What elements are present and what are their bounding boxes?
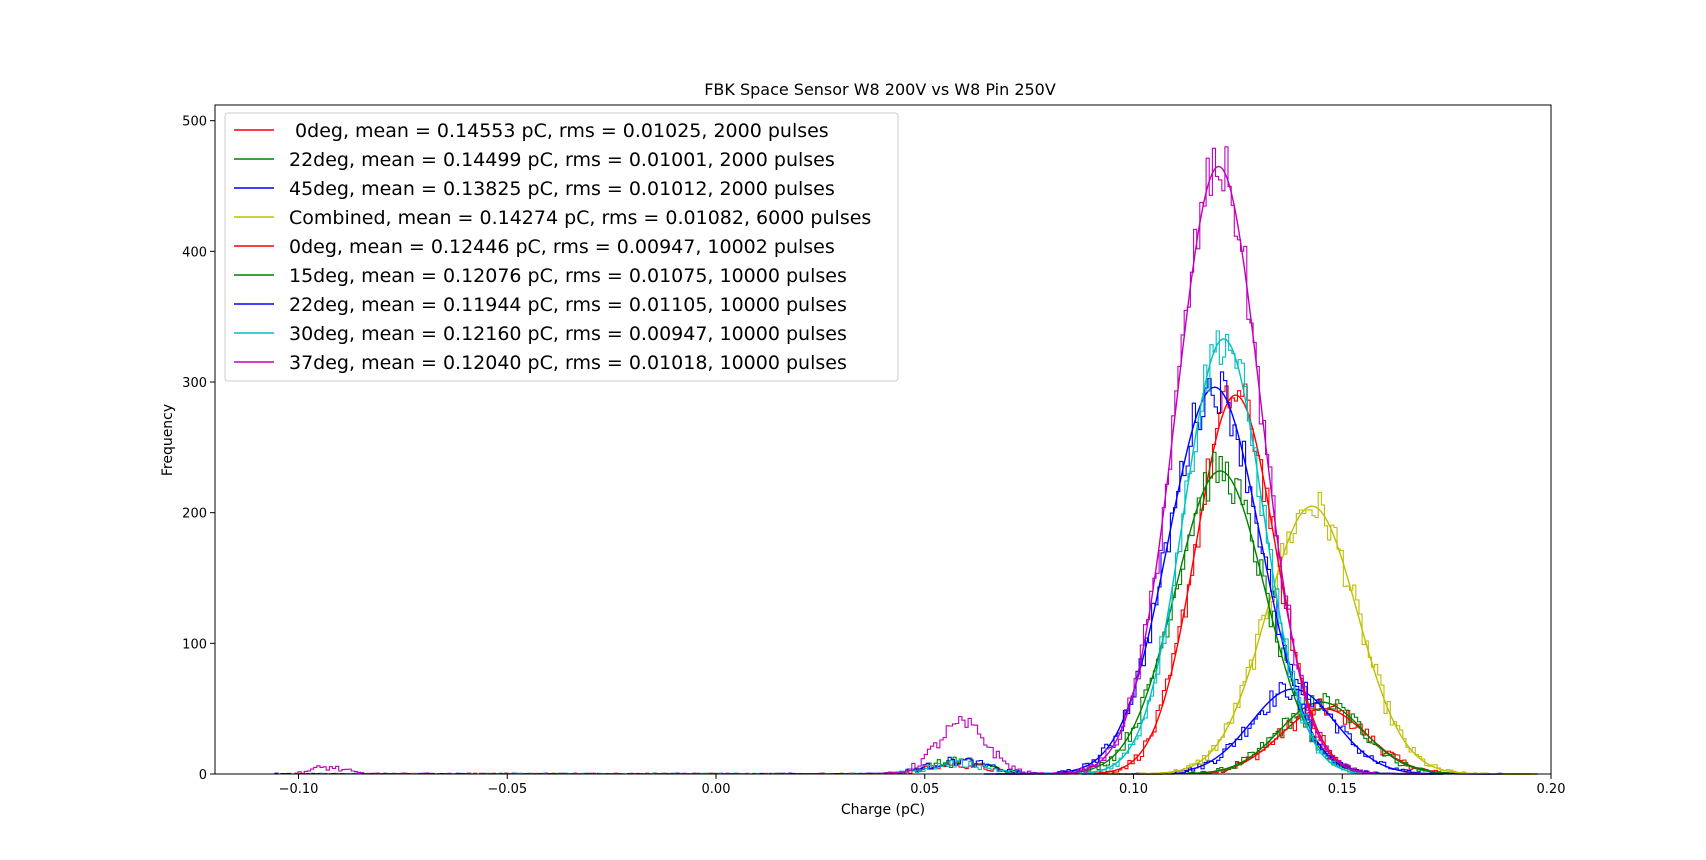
fit-curve-8 (1006, 165, 1430, 775)
plot-frame (214, 104, 1552, 775)
histogram-3 (995, 491, 1510, 775)
legend-entry-1: 22deg, mean = 0.14499 pC, rms = 0.01001,… (234, 149, 835, 171)
x-tick-label: −0.10 (279, 782, 319, 797)
legend-label: 0deg, mean = 0.12446 pC, rms = 0.00947, … (289, 236, 835, 258)
legend-entry-2: 45deg, mean = 0.13825 pC, rms = 0.01012,… (234, 178, 835, 200)
legend-entry-3: Combined, mean = 0.14274 pC, rms = 0.010… (234, 207, 871, 229)
legend-entry-7: 30deg, mean = 0.12160 pC, rms = 0.00947,… (234, 323, 847, 345)
chart-title: FBK Space Sensor W8 200V vs W8 Pin 250V (704, 80, 1056, 99)
legend-label: 22deg, mean = 0.14499 pC, rms = 0.01001,… (289, 149, 835, 171)
y-tick-label: 300 (182, 376, 207, 391)
y-tick-label: 0 (199, 768, 207, 783)
x-tick-label: −0.05 (487, 782, 527, 797)
histogram-6 (265, 371, 1446, 775)
series-6 (265, 371, 1446, 775)
y-tick-label: 100 (182, 637, 207, 652)
x-axis: −0.10 −0.05 0.00 0.05 0.10 0.15 0.20 (279, 774, 1566, 797)
legend-entry-8: 37deg, mean = 0.12040 pC, rms = 0.01018,… (234, 352, 847, 374)
legend-frame (224, 112, 899, 382)
fit-curve-3 (1086, 505, 1536, 775)
legend-label: Combined, mean = 0.14274 pC, rms = 0.010… (289, 207, 871, 229)
legend-entry-6: 22deg, mean = 0.11944 pC, rms = 0.01105,… (234, 294, 847, 316)
x-tick-label: 0.20 (1537, 782, 1566, 797)
x-tick-label: 0.10 (1119, 782, 1148, 797)
legend-label: 0deg, mean = 0.14553 pC, rms = 0.01025, … (289, 120, 829, 142)
series-7 (320, 330, 1423, 775)
legend-label: 30deg, mean = 0.12160 pC, rms = 0.00947,… (289, 323, 847, 345)
x-tick-label: 0.15 (1328, 782, 1357, 797)
fit-curve-7 (1026, 338, 1422, 775)
legend-entry-0: 0deg, mean = 0.14553 pC, rms = 0.01025, … (234, 120, 829, 142)
legend-label: 45deg, mean = 0.13825 pC, rms = 0.01012,… (289, 178, 835, 200)
histogram-4 (332, 383, 1435, 775)
histogram-5 (279, 451, 1445, 775)
series-3 (995, 491, 1536, 775)
x-axis-label: Charge (pC) (841, 802, 925, 818)
legend: 0deg, mean = 0.14553 pC, rms = 0.01025, … (224, 112, 899, 382)
series-5 (279, 451, 1445, 775)
series-1 (1028, 693, 1531, 775)
y-axis-label: Frequency (160, 404, 176, 476)
legend-label: 15deg, mean = 0.12076 pC, rms = 0.01075,… (289, 265, 847, 287)
y-tick-label: 200 (182, 507, 207, 522)
series-2 (997, 679, 1505, 775)
y-axis: 0 100 200 300 400 500 (182, 115, 215, 783)
y-tick-label: 400 (182, 245, 207, 260)
legend-entry-5: 15deg, mean = 0.12076 pC, rms = 0.01075,… (234, 265, 847, 287)
histogram-2 (997, 679, 1505, 775)
legend-label: 37deg, mean = 0.12040 pC, rms = 0.01018,… (289, 352, 847, 374)
fit-curve-6 (984, 386, 1443, 775)
series-4 (332, 383, 1435, 775)
legend-entry-4: 0deg, mean = 0.12446 pC, rms = 0.00947, … (234, 236, 835, 258)
histogram-7 (320, 330, 1423, 775)
fit-curve-5 (995, 470, 1445, 775)
x-tick-label: 0.05 (910, 782, 939, 797)
fit-curve-2 (1081, 688, 1503, 775)
x-tick-label: 0.00 (702, 782, 731, 797)
y-tick-label: 500 (182, 115, 207, 130)
legend-label: 22deg, mean = 0.11944 pC, rms = 0.01105,… (289, 294, 847, 316)
fit-curve-4 (1037, 394, 1434, 775)
